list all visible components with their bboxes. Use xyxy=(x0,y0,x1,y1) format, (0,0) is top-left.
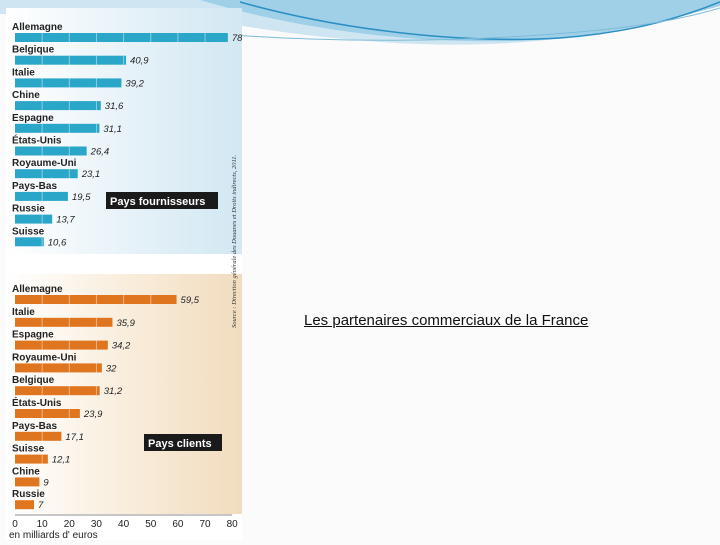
value-label-allemagne: 78,4 xyxy=(232,33,242,44)
bar-pays-bas xyxy=(15,431,62,441)
legend-box xyxy=(144,434,222,451)
x-tick-0: 0 xyxy=(12,519,18,530)
value-label-espagne: 31,1 xyxy=(103,124,122,135)
bar-belgique xyxy=(15,386,100,396)
category-label-chine: Chine xyxy=(12,466,40,477)
suppliers-bar-chart: Allemagne 78,4 Belgique 40,9 Italie 39,2 Chine… xyxy=(12,22,242,248)
x-tick-80: 80 xyxy=(227,519,239,530)
category-label-pays-bas: Pays-Bas xyxy=(12,421,57,432)
bar-espagne xyxy=(15,340,108,350)
bar-allemagne xyxy=(15,33,228,42)
bar-etats-unis xyxy=(15,146,87,156)
value-label-etats-unis: 26,4 xyxy=(90,147,110,158)
bar-chine xyxy=(15,101,101,111)
value-label-etats-unis: 23,9 xyxy=(83,409,103,420)
category-label-suisse: Suisse xyxy=(12,226,45,237)
category-label-royaume-uni: Royaume-Uni xyxy=(12,158,77,169)
legend-label: Pays fournisseurs xyxy=(110,196,205,208)
bar-royaume-uni xyxy=(15,363,102,373)
value-label-royaume-uni: 32 xyxy=(106,363,117,374)
value-label-royaume-uni: 23,1 xyxy=(81,169,101,180)
bar-suisse xyxy=(15,454,48,464)
value-label-belgique: 40,9 xyxy=(130,56,149,67)
value-label-italie: 39,2 xyxy=(125,78,144,89)
x-tick-10: 10 xyxy=(37,519,49,530)
category-label-belgique: Belgique xyxy=(12,45,55,56)
category-label-suisse: Suisse xyxy=(12,444,45,455)
bar-allemagne xyxy=(15,295,177,304)
clients-bar-chart: Allemagne 59,5 Italie 35,9 Espagne 34,2 Royaum… xyxy=(12,284,222,511)
category-label-italie: Italie xyxy=(12,67,35,78)
legend-box xyxy=(106,192,218,209)
x-tick-70: 70 xyxy=(199,519,211,530)
category-label-espagne: Espagne xyxy=(12,330,54,341)
x-tick-20: 20 xyxy=(64,519,76,530)
x-axis-label: en milliards d' euros xyxy=(9,530,98,540)
bar-espagne xyxy=(15,123,100,133)
bar-suisse xyxy=(15,237,44,247)
bar-royaume-uni xyxy=(15,169,78,179)
category-label-pays-bas: Pays-Bas xyxy=(12,181,57,192)
category-label-russie: Russie xyxy=(12,204,45,215)
category-label-russie: Russie xyxy=(12,489,45,500)
x-axis: 0 10 20 30 40 50 60 70 80 en milliards d' euros xyxy=(9,514,239,541)
value-label-espagne: 34,2 xyxy=(112,341,131,352)
category-label-belgique: Belgique xyxy=(12,375,55,386)
bar-chine xyxy=(15,477,40,487)
bar-italie xyxy=(15,317,113,327)
x-tick-30: 30 xyxy=(91,519,103,530)
value-label-suisse: 10,6 xyxy=(48,237,67,248)
clients-chart-panel: Allemagne 59,5 Italie 35,9 Espagne 34,2 Royaum… xyxy=(6,274,242,514)
x-tick-60: 60 xyxy=(172,519,184,530)
source-note: Source : Direction générale des Douanes … xyxy=(231,154,238,328)
category-label-italie: Italie xyxy=(12,307,35,318)
category-label-etats-unis: États-Unis xyxy=(12,396,62,409)
value-label-suisse: 12,1 xyxy=(52,455,71,466)
suppliers-chart-panel: Allemagne 78,4 Belgique 40,9 Italie 39,2 Chine… xyxy=(6,8,242,254)
category-label-allemagne: Allemagne xyxy=(12,284,63,295)
value-label-pays-bas: 17,1 xyxy=(65,432,84,443)
bar-russie xyxy=(15,214,53,224)
bar-belgique xyxy=(15,55,127,65)
slide-caption-link[interactable]: Les partenaires commerciaux de la France xyxy=(304,312,589,329)
value-label-pays-bas: 19,5 xyxy=(72,192,91,203)
value-label-italie: 35,9 xyxy=(116,318,135,329)
value-label-allemagne: 59,5 xyxy=(181,295,200,306)
value-label-russie: 13,7 xyxy=(56,215,75,226)
value-label-chine: 9 xyxy=(43,477,49,488)
bar-russie xyxy=(15,500,35,510)
bar-pays-bas xyxy=(15,191,68,201)
category-label-chine: Chine xyxy=(12,90,40,101)
value-label-belgique: 31,2 xyxy=(104,386,123,397)
bar-italie xyxy=(15,78,122,88)
category-label-espagne: Espagne xyxy=(12,113,54,124)
x-tick-40: 40 xyxy=(118,519,130,530)
category-label-royaume-uni: Royaume-Uni xyxy=(12,352,77,363)
value-label-russie: 7 xyxy=(38,500,44,511)
x-tick-50: 50 xyxy=(145,519,157,530)
category-label-allemagne: Allemagne xyxy=(12,22,63,33)
trade-partners-figure: Allemagne 78,4 Belgique 40,9 Italie 39,2 Chine… xyxy=(6,8,242,541)
category-label-etats-unis: États-Unis xyxy=(12,134,62,147)
legend-label: Pays clients xyxy=(148,438,212,450)
x-axis-area: 0 10 20 30 40 50 60 70 80 en milliards d' euros xyxy=(6,514,242,541)
value-label-chine: 31,6 xyxy=(105,101,124,112)
bar-etats-unis xyxy=(15,409,80,418)
